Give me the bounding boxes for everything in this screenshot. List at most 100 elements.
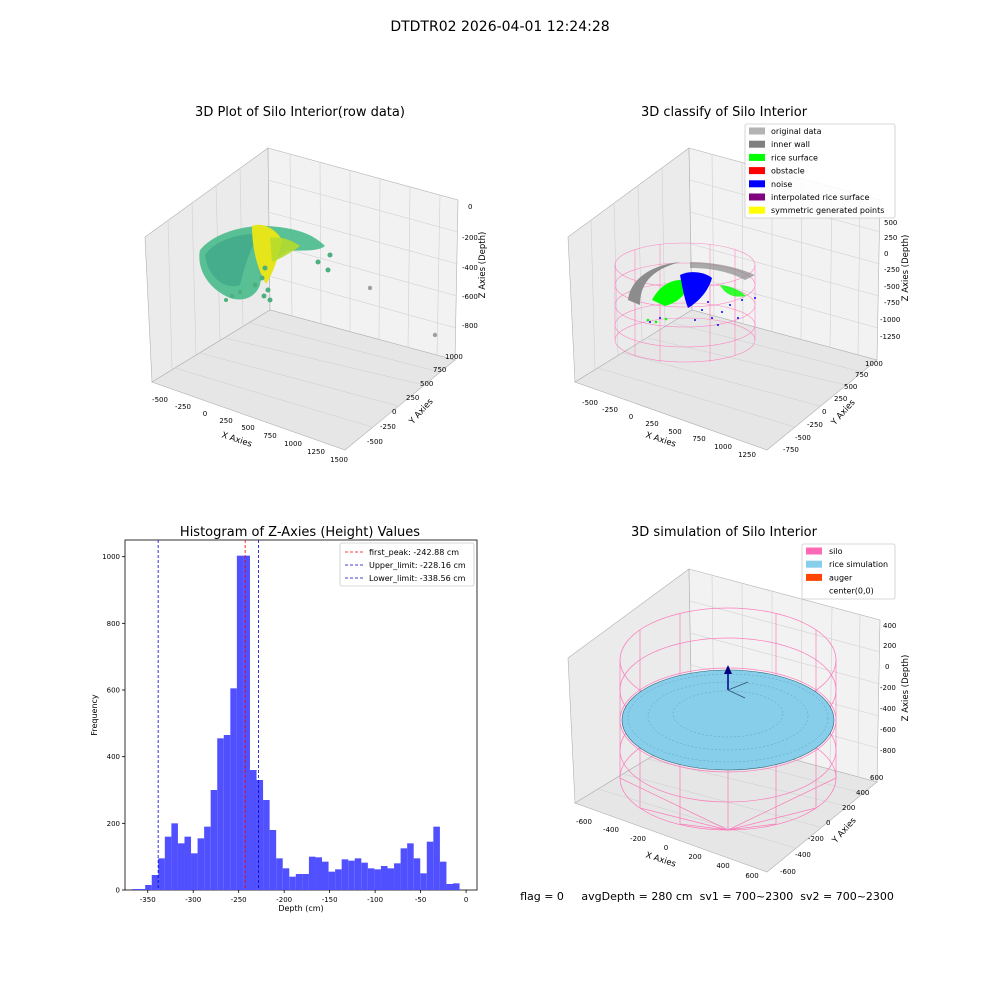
histogram-bar [269, 830, 277, 890]
histogram-bar [420, 873, 427, 890]
classify-z-tick: 0 [884, 250, 888, 258]
classify-legend-label: inner wall [771, 140, 810, 149]
simulation-x-ticks: -600 -400 -200 0 200 400 600 [576, 818, 759, 880]
histogram-bar [204, 826, 211, 890]
classify-z-tick: -250 [884, 266, 900, 274]
simulation-z-label: Z Axies (Depth) [901, 655, 911, 722]
raw-z-label: Z Axies (Depth) [478, 232, 488, 299]
histogram-bar [151, 875, 159, 890]
histogram-bar [315, 857, 323, 890]
classify-y-tick: -500 [795, 434, 811, 442]
raw-y-tick: -500 [367, 438, 383, 446]
status-text: flag = 0 avgDepth = 280 cm sv1 = 700~230… [520, 890, 894, 903]
simulation-panel: 3D simulation of Silo Interior [567, 525, 911, 880]
histogram-bar [387, 868, 395, 890]
raw-y-ticks: -500 -250 0 250 500 750 1000 [367, 353, 463, 446]
simulation-z-ticks: 400 200 0 -200 -400 -600 -800 [880, 622, 896, 755]
raw-x-tick: -500 [152, 396, 168, 404]
classify-z-label: Z Axies (Depth) [901, 235, 911, 302]
simulation-x-tick: -600 [576, 818, 592, 826]
simulation-legend-swatch [806, 547, 822, 555]
raw-panel-title: 3D Plot of Silo Interior(row data) [195, 105, 405, 120]
raw-x-tick: 250 [219, 417, 232, 425]
histogram-bar [354, 858, 362, 890]
histogram-bar [230, 688, 237, 890]
simulation-legend-label: auger [829, 573, 853, 582]
raw-z-tick: -200 [462, 234, 478, 242]
classify-legend-swatch [749, 153, 765, 161]
histogram-bar [184, 836, 192, 890]
simulation-legend-label: center(0,0) [829, 587, 874, 596]
histogram-x-tick-label: -250 [231, 896, 247, 904]
histogram-bar [145, 885, 152, 890]
simulation-x-tick: -400 [603, 826, 619, 834]
simulation-z-tick: -400 [880, 705, 896, 713]
classify-x-tick: 1250 [738, 451, 756, 459]
histogram-legend-label: Upper_limit: -228.16 cm [369, 561, 466, 570]
classify-x-tick: -500 [582, 399, 598, 407]
classify-y-tick: 0 [822, 408, 826, 416]
classify-x-tick: 1000 [714, 443, 732, 451]
histogram-bar [407, 843, 414, 890]
histogram-legend: first_peak: -242.88 cm Upper_limit: -228.… [339, 542, 475, 587]
histogram-bar [452, 883, 460, 890]
simulation-x-tick: 200 [688, 853, 701, 861]
histogram-bar [374, 869, 381, 890]
histogram-bar [341, 859, 349, 890]
histogram-bar [249, 770, 257, 890]
histogram-panel: Histogram of Z-Axies (Height) Values -35… [90, 525, 478, 913]
simulation-y-tick: 0 [826, 819, 830, 827]
histogram-bar [367, 868, 375, 890]
raw-point-cloud [199, 224, 438, 338]
simulation-z-tick: 400 [883, 622, 896, 630]
simulation-legend: silo rice simulation auger center(0,0) [801, 543, 896, 600]
histogram-bar [446, 884, 453, 890]
raw-x-tick: -250 [175, 403, 191, 411]
simulation-z-tick: 200 [883, 642, 896, 650]
simulation-z-tick: -600 [880, 726, 896, 734]
simulation-y-ticks: -600 -400 -200 0 200 400 600 [780, 774, 883, 876]
histogram-x-label: Depth (cm) [278, 904, 323, 913]
histogram-bar [236, 555, 244, 890]
classify-z-tick: 500 [884, 219, 897, 227]
histogram-x-tick-label: -200 [276, 896, 292, 904]
histogram-bar [282, 868, 290, 890]
histogram-bar [295, 874, 303, 890]
classify-legend-label: original data [771, 127, 822, 136]
simulation-x-tick: -200 [630, 835, 646, 843]
histogram-bar [400, 848, 408, 890]
classify-points [628, 262, 756, 326]
histogram-bar [335, 869, 342, 890]
histogram-bar [158, 858, 165, 890]
histogram-bar [263, 800, 270, 890]
histogram-bar [289, 876, 296, 890]
simulation-legend-label: silo [829, 547, 843, 556]
raw-z-tick: -600 [462, 293, 478, 301]
histogram-x-tick-label: -300 [185, 896, 201, 904]
simulation-x-tick: 400 [716, 862, 729, 870]
raw-x-ticks: -500 -250 0 250 500 750 1000 1250 1500 [152, 396, 348, 464]
simulation-y-tick: -200 [808, 835, 824, 843]
simulation-z-tick: -200 [880, 684, 896, 692]
raw-y-tick: 250 [406, 394, 419, 402]
histogram-y-tick-label: 600 [107, 687, 120, 695]
classify-legend: original data inner wall rice surface obsta… [744, 123, 896, 219]
simulation-y-tick: 600 [870, 774, 883, 782]
histogram-bar [223, 735, 231, 890]
histogram-x-tick-label: -150 [322, 896, 338, 904]
histogram-bar [191, 853, 198, 890]
histogram-title: Histogram of Z-Axies (Height) Values [180, 525, 420, 540]
histogram-x-tick-label: -350 [140, 896, 156, 904]
raw-x-label: X Axies [220, 430, 253, 449]
classify-x-tick: 750 [692, 435, 705, 443]
classify-legend-label: interpolated rice surface [771, 193, 869, 202]
simulation-z-tick: 0 [885, 663, 889, 671]
histogram-y-tick-label: 1000 [102, 553, 120, 561]
histogram-bar [380, 866, 388, 890]
histogram-legend-label: first_peak: -242.88 cm [369, 548, 459, 557]
raw-z-tick: -400 [462, 264, 478, 272]
classify-legend-label: obstacle [771, 167, 805, 176]
simulation-y-tick: 200 [842, 804, 855, 812]
histogram-bar [426, 841, 434, 890]
raw-x-tick: 750 [263, 432, 276, 440]
